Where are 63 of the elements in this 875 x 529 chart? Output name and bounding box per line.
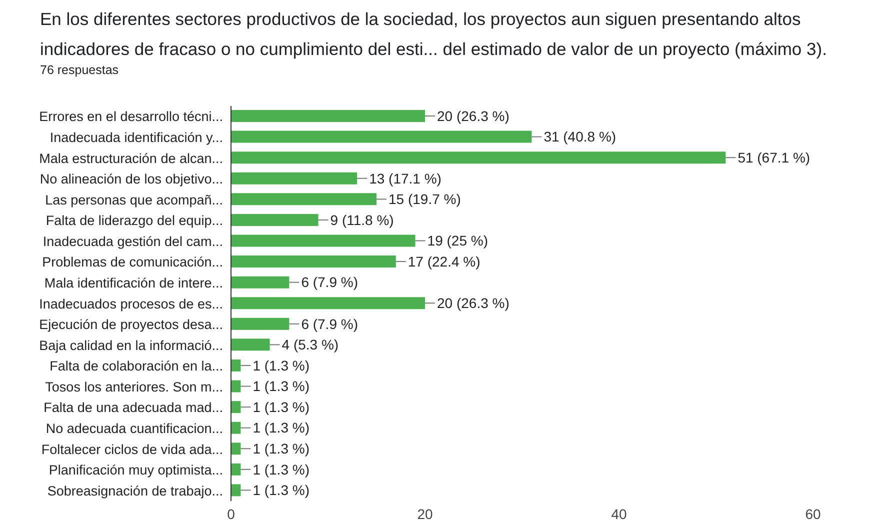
data-label: 4 (5.3 %) (282, 336, 339, 353)
data-label: 13 (17.1 %) (369, 170, 442, 186)
x-tick-label: 60 (805, 506, 821, 522)
bar (231, 401, 241, 414)
data-label: 19 (25 %) (427, 232, 488, 249)
bar (231, 276, 290, 288)
y-tick-label: Planificación muy optimista... (48, 462, 223, 478)
y-tick-label: No alineación de los objetivo... (40, 172, 223, 187)
data-label: 17 (22.4 %) (408, 253, 480, 270)
y-tick-label: Problemas de comunicación... (42, 254, 223, 270)
x-tick-label: 40 (611, 506, 627, 522)
y-tick-label: Mala estructuración de alcan... (39, 150, 223, 166)
y-tick-label: Inadecuada identificación y... (50, 130, 223, 145)
y-tick-label: Mala identificación de intere... (44, 276, 223, 291)
data-label: 1 (1.3 %) (252, 357, 310, 374)
y-tick-label: Falta de una adecuada mad... (44, 400, 223, 416)
bar (231, 318, 290, 330)
y-tick-label: Errores en el desarrollo técni... (39, 109, 223, 124)
bar (231, 172, 358, 184)
chart-title: En los diferentes sectores productivos de la sociedad, los proyectos aun siguen presentando altos indicadores de fracaso o no cumplimiento del esti... del estimado de valor de un proyecto (máximo 3). (40, 8, 828, 61)
x-tick-label: 0 (227, 506, 236, 522)
data-label: 9 (11.8 %) (330, 212, 394, 228)
bar (231, 234, 416, 247)
y-tick-label: Sobreasignación de trabajo... (47, 483, 223, 498)
data-label: 1 (1.3 %) (252, 378, 310, 394)
data-label: 1 (1.3 %) (252, 440, 310, 457)
bar (231, 297, 425, 310)
data-label: 1 (1.3 %) (252, 398, 310, 415)
y-tick-label: Baja calidad en la informació... (39, 338, 223, 353)
y-tick-label: Las personas que acompañ... (45, 192, 223, 208)
bar (231, 193, 376, 206)
y-tick-label: Foltalecer ciclos de vida ada... (41, 442, 223, 457)
data-label: 20 (26.3 %) (437, 295, 510, 312)
data-label: 1 (1.3 %) (252, 461, 310, 478)
data-label: 31 (40.8 %) (544, 128, 616, 145)
y-tick-label: Inadecuados procesos de es... (39, 296, 223, 312)
bar (231, 484, 241, 496)
data-label: 6 (7.9 %) (301, 316, 358, 332)
bar (231, 214, 318, 226)
y-tick-label: Ejecución de proyectos desa... (39, 317, 223, 332)
data-label: 1 (1.3 %) (252, 420, 310, 436)
bar (231, 110, 425, 122)
data-label: 20 (26.3 %) (437, 108, 510, 124)
data-label: 6 (7.9 %) (301, 274, 358, 290)
bar (231, 152, 726, 164)
bar (231, 380, 241, 392)
y-tick-label: Falta de liderazgo del equip... (46, 213, 223, 228)
y-tick-label: No adecuada cuantificacion... (46, 421, 223, 436)
data-label: 1 (1.3 %) (252, 482, 310, 498)
y-tick-label: Tosos los anteriores. Son m... (45, 379, 223, 394)
bar (231, 338, 270, 351)
x-tick-label: 20 (417, 506, 433, 522)
data-label: 15 (19.7 %) (388, 191, 461, 208)
bar (231, 130, 532, 143)
bar (231, 422, 241, 434)
data-label: 51 (67.1 %) (738, 149, 810, 166)
bar (231, 256, 396, 268)
bar (231, 359, 241, 372)
bar (231, 442, 241, 455)
y-tick-label: Inadecuada gestión del cam... (42, 234, 223, 249)
bar (231, 463, 241, 476)
text: 76 respuestas (40, 63, 119, 77)
y-tick-label: Falta de colaboración en la... (50, 358, 223, 374)
